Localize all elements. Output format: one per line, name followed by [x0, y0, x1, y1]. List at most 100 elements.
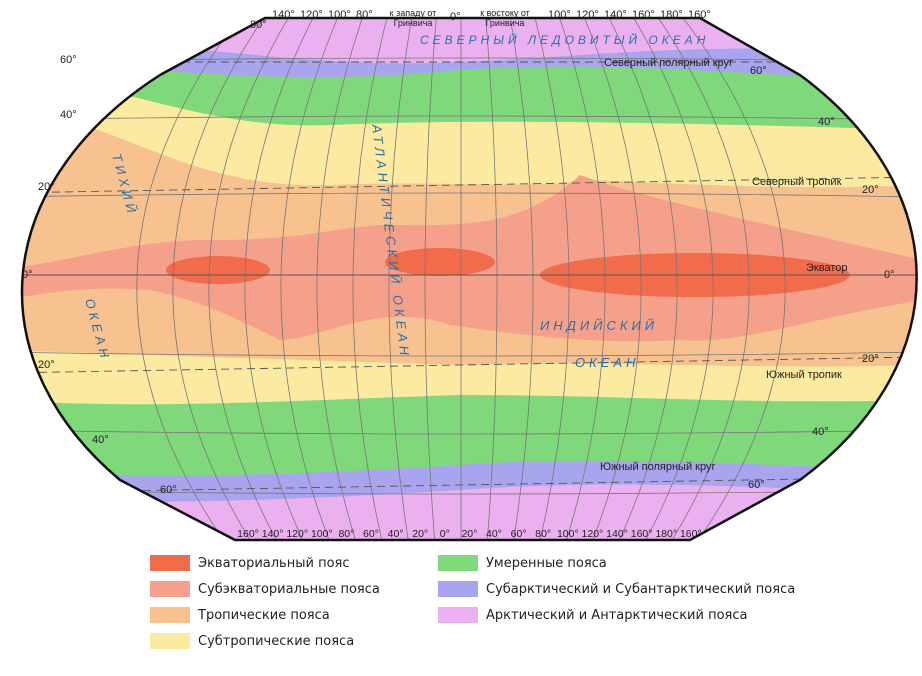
longitude-label: 160° — [688, 9, 711, 21]
ocean-indian-2: ОКЕАН — [575, 355, 640, 370]
longitude-label: 100° — [328, 9, 351, 21]
longitude-label: 140° — [606, 528, 628, 540]
longitude-label: 140° — [262, 528, 284, 540]
zone-equatorial-africa — [385, 248, 495, 276]
legend-item: Тропические пояса — [150, 607, 330, 623]
latitude-label: 20° — [38, 181, 55, 193]
meridian-line — [388, 18, 414, 540]
longitude-label: 100° — [557, 528, 579, 540]
legend-item: Умеренные пояса — [438, 555, 607, 571]
latitude-label: 60° — [160, 484, 177, 496]
latitude-label: 40° — [812, 426, 829, 438]
latitude-label: 60° — [750, 65, 767, 77]
longitude-label: 100° — [311, 528, 333, 540]
meridian-line — [352, 18, 390, 540]
tropic-north-line — [21, 176, 917, 194]
longitude-label: 120° — [576, 9, 599, 21]
latitude-label: 60° — [748, 479, 765, 491]
longitude-label: 20° — [461, 528, 477, 540]
legend-item: Субэкваториальные пояса — [150, 581, 380, 597]
latitude-label: 40° — [92, 434, 109, 446]
legend-swatch — [438, 555, 478, 571]
legend-label: Экваториальный пояс — [198, 555, 350, 571]
longitude-label: 40° — [388, 528, 404, 540]
longitude-label: 120° — [286, 528, 308, 540]
legend-label: Арктический и Антарктический пояса — [486, 607, 748, 623]
legend-swatch — [438, 581, 478, 597]
longitude-label: 0° — [440, 528, 450, 540]
longitude-label: 140° — [604, 9, 627, 21]
legend-item: Субтропические пояса — [150, 633, 354, 649]
meridian-line — [280, 18, 342, 540]
world-climate-zones-map: Северный полярный круг Северный тропик Э… — [20, 9, 918, 542]
meridian-line — [208, 18, 294, 540]
legend-item: Арктический и Антарктический пояса — [438, 607, 747, 623]
longitude-label: 40° — [486, 528, 502, 540]
ocean-arctic: СЕВЕРНЫЙ ЛЕДОВИТЫЙ ОКЕАН — [420, 31, 709, 47]
legend-label: Субтропические пояса — [198, 633, 355, 649]
meridian-line — [628, 18, 714, 540]
legend-label: Тропические пояса — [198, 607, 330, 623]
meridian-line — [556, 18, 606, 540]
longitude-label: 80° — [338, 528, 354, 540]
meridian-line — [652, 18, 750, 540]
longitude-label: 80° — [535, 528, 551, 540]
label-equator: Экватор — [806, 262, 847, 274]
label-arctic-circle: Северный полярный круг — [604, 57, 733, 69]
legend-label: Умеренные пояса — [486, 555, 607, 571]
label-zero-top: 0° — [450, 11, 461, 23]
meridian-line — [676, 18, 786, 540]
map-border — [20, 16, 918, 542]
meridian-line — [580, 18, 642, 540]
meridian-line — [136, 18, 246, 540]
label-antarctic-circle: Южный полярный круг — [600, 461, 715, 473]
longitude-label: 120° — [582, 528, 604, 540]
legend-label: Субэкваториальные пояса — [198, 581, 380, 597]
legend-item: Субарктический и Субантарктический пояса — [438, 581, 795, 597]
longitude-label: 160° — [631, 528, 653, 540]
legend-swatch — [150, 607, 190, 623]
longitude-label: 60° — [511, 528, 527, 540]
label-east-of-greenwich: к востоку от Гринвича — [480, 8, 530, 28]
longitude-label: 160° — [680, 528, 702, 540]
antarctic-circle-line — [21, 476, 917, 494]
label-west-of-greenwich: к западу от Гринвича — [389, 8, 437, 28]
longitude-label: 120° — [300, 9, 323, 21]
latitude-label: 60° — [60, 54, 77, 66]
latitude-label: 0° — [22, 269, 33, 281]
meridian-line — [532, 18, 570, 540]
meridian-line — [424, 18, 438, 540]
ocean-indian-1: ИНДИЙСКИЙ — [540, 317, 658, 333]
legend-label: Субарктический и Субантарктический пояса — [486, 581, 796, 597]
latitude-label: 0° — [884, 269, 895, 281]
legend-swatch — [438, 607, 478, 623]
longitude-label: 180° — [660, 9, 683, 21]
latitude-label: 80° — [250, 19, 267, 31]
longitude-label: 60° — [363, 528, 379, 540]
longitude-label: 20° — [412, 528, 428, 540]
longitude-label: 180° — [655, 528, 677, 540]
meridian-line — [604, 18, 678, 540]
legend-swatch — [150, 555, 190, 571]
meridian-line — [316, 18, 366, 540]
meridian-line — [508, 18, 534, 540]
latitude-label: 20° — [862, 184, 879, 196]
label-tropic-south: Южный тропик — [766, 369, 842, 381]
label-tropic-north: Северный тропик — [752, 176, 842, 188]
latitude-label: 40° — [818, 116, 835, 128]
legend-swatch — [150, 581, 190, 597]
tropic-south-line — [21, 356, 917, 374]
legend-item: Экваториальный пояс — [150, 555, 350, 571]
latitude-label: 20° — [862, 353, 879, 365]
longitude-label: 80° — [356, 9, 373, 21]
longitude-label: 160° — [632, 9, 655, 21]
latitude-label: 20° — [38, 359, 55, 371]
legend-swatch — [150, 633, 190, 649]
latitude-label: 40° — [60, 109, 77, 121]
longitude-label: 160° — [237, 528, 259, 540]
meridian-line — [172, 18, 270, 540]
longitude-label: 140° — [272, 9, 295, 21]
meridian-line — [484, 18, 498, 540]
longitude-label: 100° — [548, 9, 571, 21]
